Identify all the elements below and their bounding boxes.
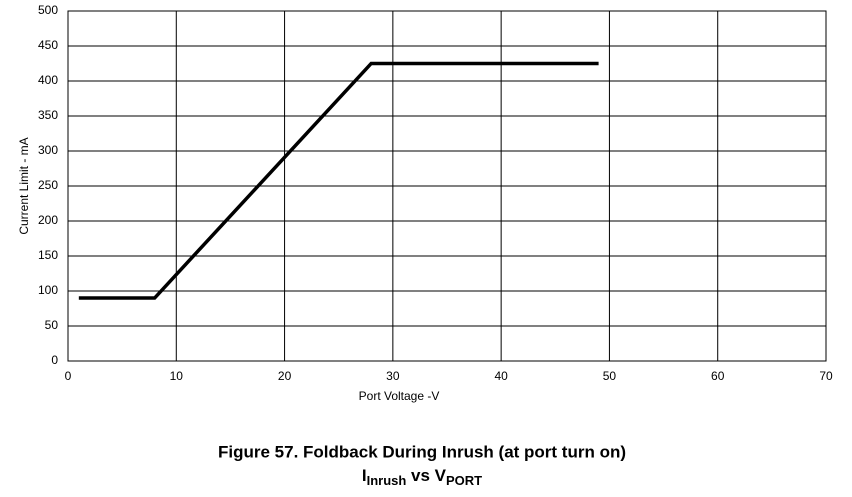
y-tick-label: 0 xyxy=(51,353,58,367)
y-tick-label: 200 xyxy=(38,213,58,227)
x-tick-label: 30 xyxy=(386,369,400,383)
x-tick-label: 50 xyxy=(603,369,617,383)
subtitle-subscript: Inrush xyxy=(367,473,407,488)
y-tick-label: 500 xyxy=(38,3,58,17)
y-tick-label: 150 xyxy=(38,248,58,262)
y-tick-label: 350 xyxy=(38,108,58,122)
y-tick-label: 100 xyxy=(38,283,58,297)
y-tick-label: 50 xyxy=(45,318,59,332)
x-tick-label: 10 xyxy=(170,369,184,383)
x-tick-label: 60 xyxy=(711,369,725,383)
chart-subtitle: IInrush vs VPORT xyxy=(362,466,482,488)
subtitle-subscript: PORT xyxy=(446,473,482,488)
y-tick-label: 250 xyxy=(38,178,58,192)
y-tick-label: 300 xyxy=(38,143,58,157)
subtitle-text: I xyxy=(362,466,367,485)
x-tick-label: 20 xyxy=(278,369,292,383)
x-tick-label: 0 xyxy=(65,369,72,383)
y-tick-label: 400 xyxy=(38,73,58,87)
data-line xyxy=(78,61,599,300)
x-tick-label: 40 xyxy=(494,369,508,383)
y-tick-label: 450 xyxy=(38,38,58,52)
chart-title: Figure 57. Foldback During Inrush (at po… xyxy=(218,442,626,461)
x-axis-label: Port Voltage -V xyxy=(359,389,440,403)
x-tick-label: 70 xyxy=(819,369,833,383)
plot-border xyxy=(67,10,827,362)
subtitle-text: vs V xyxy=(406,466,446,485)
y-axis-label: Current Limit - mA xyxy=(17,137,31,234)
